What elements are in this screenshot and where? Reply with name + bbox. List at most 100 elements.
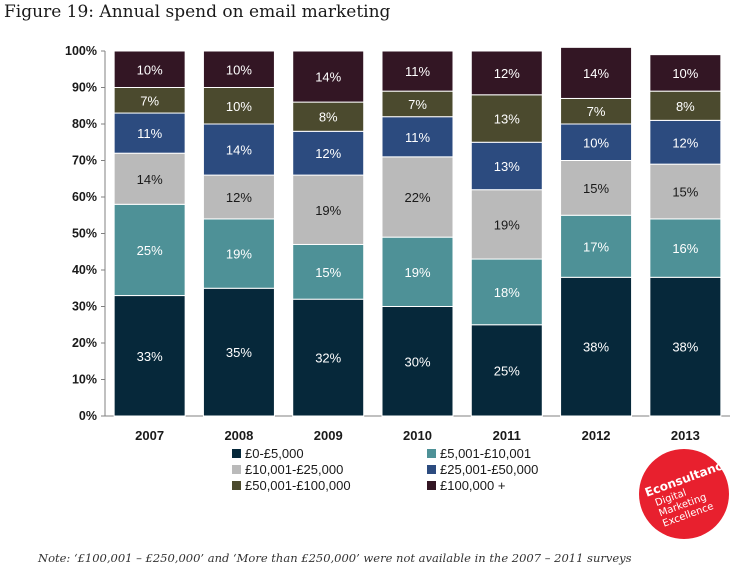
bar-segment	[113, 112, 186, 154]
data-label: 19%	[315, 203, 341, 218]
data-label: 18%	[494, 285, 520, 300]
y-tick-label: 0%	[79, 409, 97, 423]
y-tick-label: 10%	[72, 373, 97, 387]
data-label: 17%	[583, 239, 609, 254]
bar-segment	[649, 54, 722, 92]
bar-segment	[381, 156, 454, 238]
bar-segment	[292, 50, 365, 103]
data-label: 14%	[315, 70, 341, 85]
bar-segment	[202, 287, 275, 417]
data-label: 33%	[137, 349, 163, 364]
data-label: 10%	[226, 99, 252, 114]
bar-segment	[113, 50, 186, 88]
legend-label: £25,001-£50,000	[440, 462, 538, 477]
bar-segment	[202, 50, 275, 88]
data-label: 12%	[226, 190, 252, 205]
bar-segment	[649, 218, 722, 278]
y-tick-label: 60%	[72, 190, 97, 204]
data-label: 19%	[226, 247, 252, 262]
data-label: 15%	[315, 265, 341, 280]
data-label: 11%	[405, 130, 430, 145]
data-label: 32%	[315, 351, 341, 366]
y-tick-label: 20%	[72, 336, 97, 350]
data-label: 10%	[672, 66, 698, 81]
data-label: 14%	[137, 172, 163, 187]
bar-segment	[381, 90, 454, 118]
data-label: 7%	[587, 104, 606, 119]
x-tick-label: 2007	[135, 428, 164, 443]
legend-label: £100,000 +	[440, 478, 505, 493]
bar-segment	[470, 258, 543, 326]
bar-segment	[649, 90, 722, 121]
data-label: 13%	[494, 159, 520, 174]
x-tick-label: 2009	[314, 428, 343, 443]
data-label: 35%	[226, 345, 252, 360]
bar-segment	[649, 276, 722, 417]
bar-segment	[560, 46, 633, 99]
data-label: 12%	[672, 135, 698, 150]
legend-swatch	[232, 481, 241, 490]
data-label: 38%	[583, 340, 609, 355]
legend-label: £10,001-£25,000	[245, 462, 343, 477]
bar-segment	[470, 189, 543, 260]
bar-segment	[560, 160, 633, 216]
legend-label: £5,001-£10,001	[440, 446, 531, 461]
bar-segment	[381, 306, 454, 417]
data-label: 7%	[140, 93, 159, 108]
y-tick-label: 70%	[72, 154, 97, 168]
logo-circle	[639, 449, 729, 539]
bar-segment	[113, 295, 186, 417]
data-label: 14%	[583, 66, 609, 81]
footnote: Note: ‘£100,001 – £250,000’ and ‘More th…	[38, 551, 632, 565]
data-label: 10%	[583, 135, 609, 150]
data-label: 8%	[319, 110, 338, 125]
y-tick-label: 30%	[72, 300, 97, 314]
data-label: 11%	[137, 126, 162, 141]
legend-swatch	[232, 465, 241, 474]
data-label: 12%	[315, 146, 341, 161]
y-tick-label: 100%	[65, 44, 97, 58]
data-label: 13%	[494, 112, 520, 127]
x-tick-label: 2010	[403, 428, 432, 443]
bar-segment	[202, 87, 275, 125]
data-label: 14%	[226, 143, 252, 158]
data-label: 16%	[672, 241, 698, 256]
y-tick-label: 50%	[72, 227, 97, 241]
data-label: 38%	[672, 340, 698, 355]
bar-segment	[202, 123, 275, 176]
bar-segment	[292, 298, 365, 417]
bar-segment	[292, 101, 365, 132]
legend-label: £50,001-£100,000	[245, 478, 351, 493]
data-label: 10%	[137, 62, 163, 77]
data-label: 8%	[676, 99, 695, 114]
data-label: 12%	[494, 66, 520, 81]
x-tick-label: 2008	[224, 428, 253, 443]
bar-segment	[113, 87, 186, 114]
legend-label: £0-£5,000	[245, 446, 304, 461]
x-tick-label: 2013	[671, 428, 700, 443]
bar-segment	[470, 141, 543, 191]
figure-title: Figure 19: Annual spend on email marketi…	[4, 2, 391, 22]
y-tick-label: 40%	[72, 263, 97, 277]
y-tick-label: 90%	[72, 81, 97, 95]
legend-swatch	[232, 449, 241, 458]
data-label: 15%	[672, 185, 698, 200]
bar-segment	[202, 174, 275, 220]
data-label: 25%	[137, 243, 163, 258]
data-label: 19%	[404, 265, 430, 280]
bar-segment	[560, 214, 633, 278]
bar-segment	[292, 243, 365, 300]
data-label: 10%	[226, 62, 252, 77]
data-label: 7%	[408, 97, 427, 112]
data-label: 30%	[404, 354, 430, 369]
legend-swatch	[427, 465, 436, 474]
bar-segment	[560, 97, 633, 125]
stacked-bar-chart: 0% 10% 20% 30% 40% 50% 60% 70% 80% 90% 100% 33% 25% 1…	[65, 44, 730, 493]
bar-segment	[292, 174, 365, 245]
bar-segment	[202, 218, 275, 289]
data-label: 22%	[404, 190, 430, 205]
x-tick-label: 2012	[582, 428, 611, 443]
x-tick-label: 2011	[493, 428, 521, 443]
econsultancy-logo: Econsultancy Digital Marketing Excellenc…	[639, 449, 732, 539]
data-label: 19%	[494, 217, 520, 232]
